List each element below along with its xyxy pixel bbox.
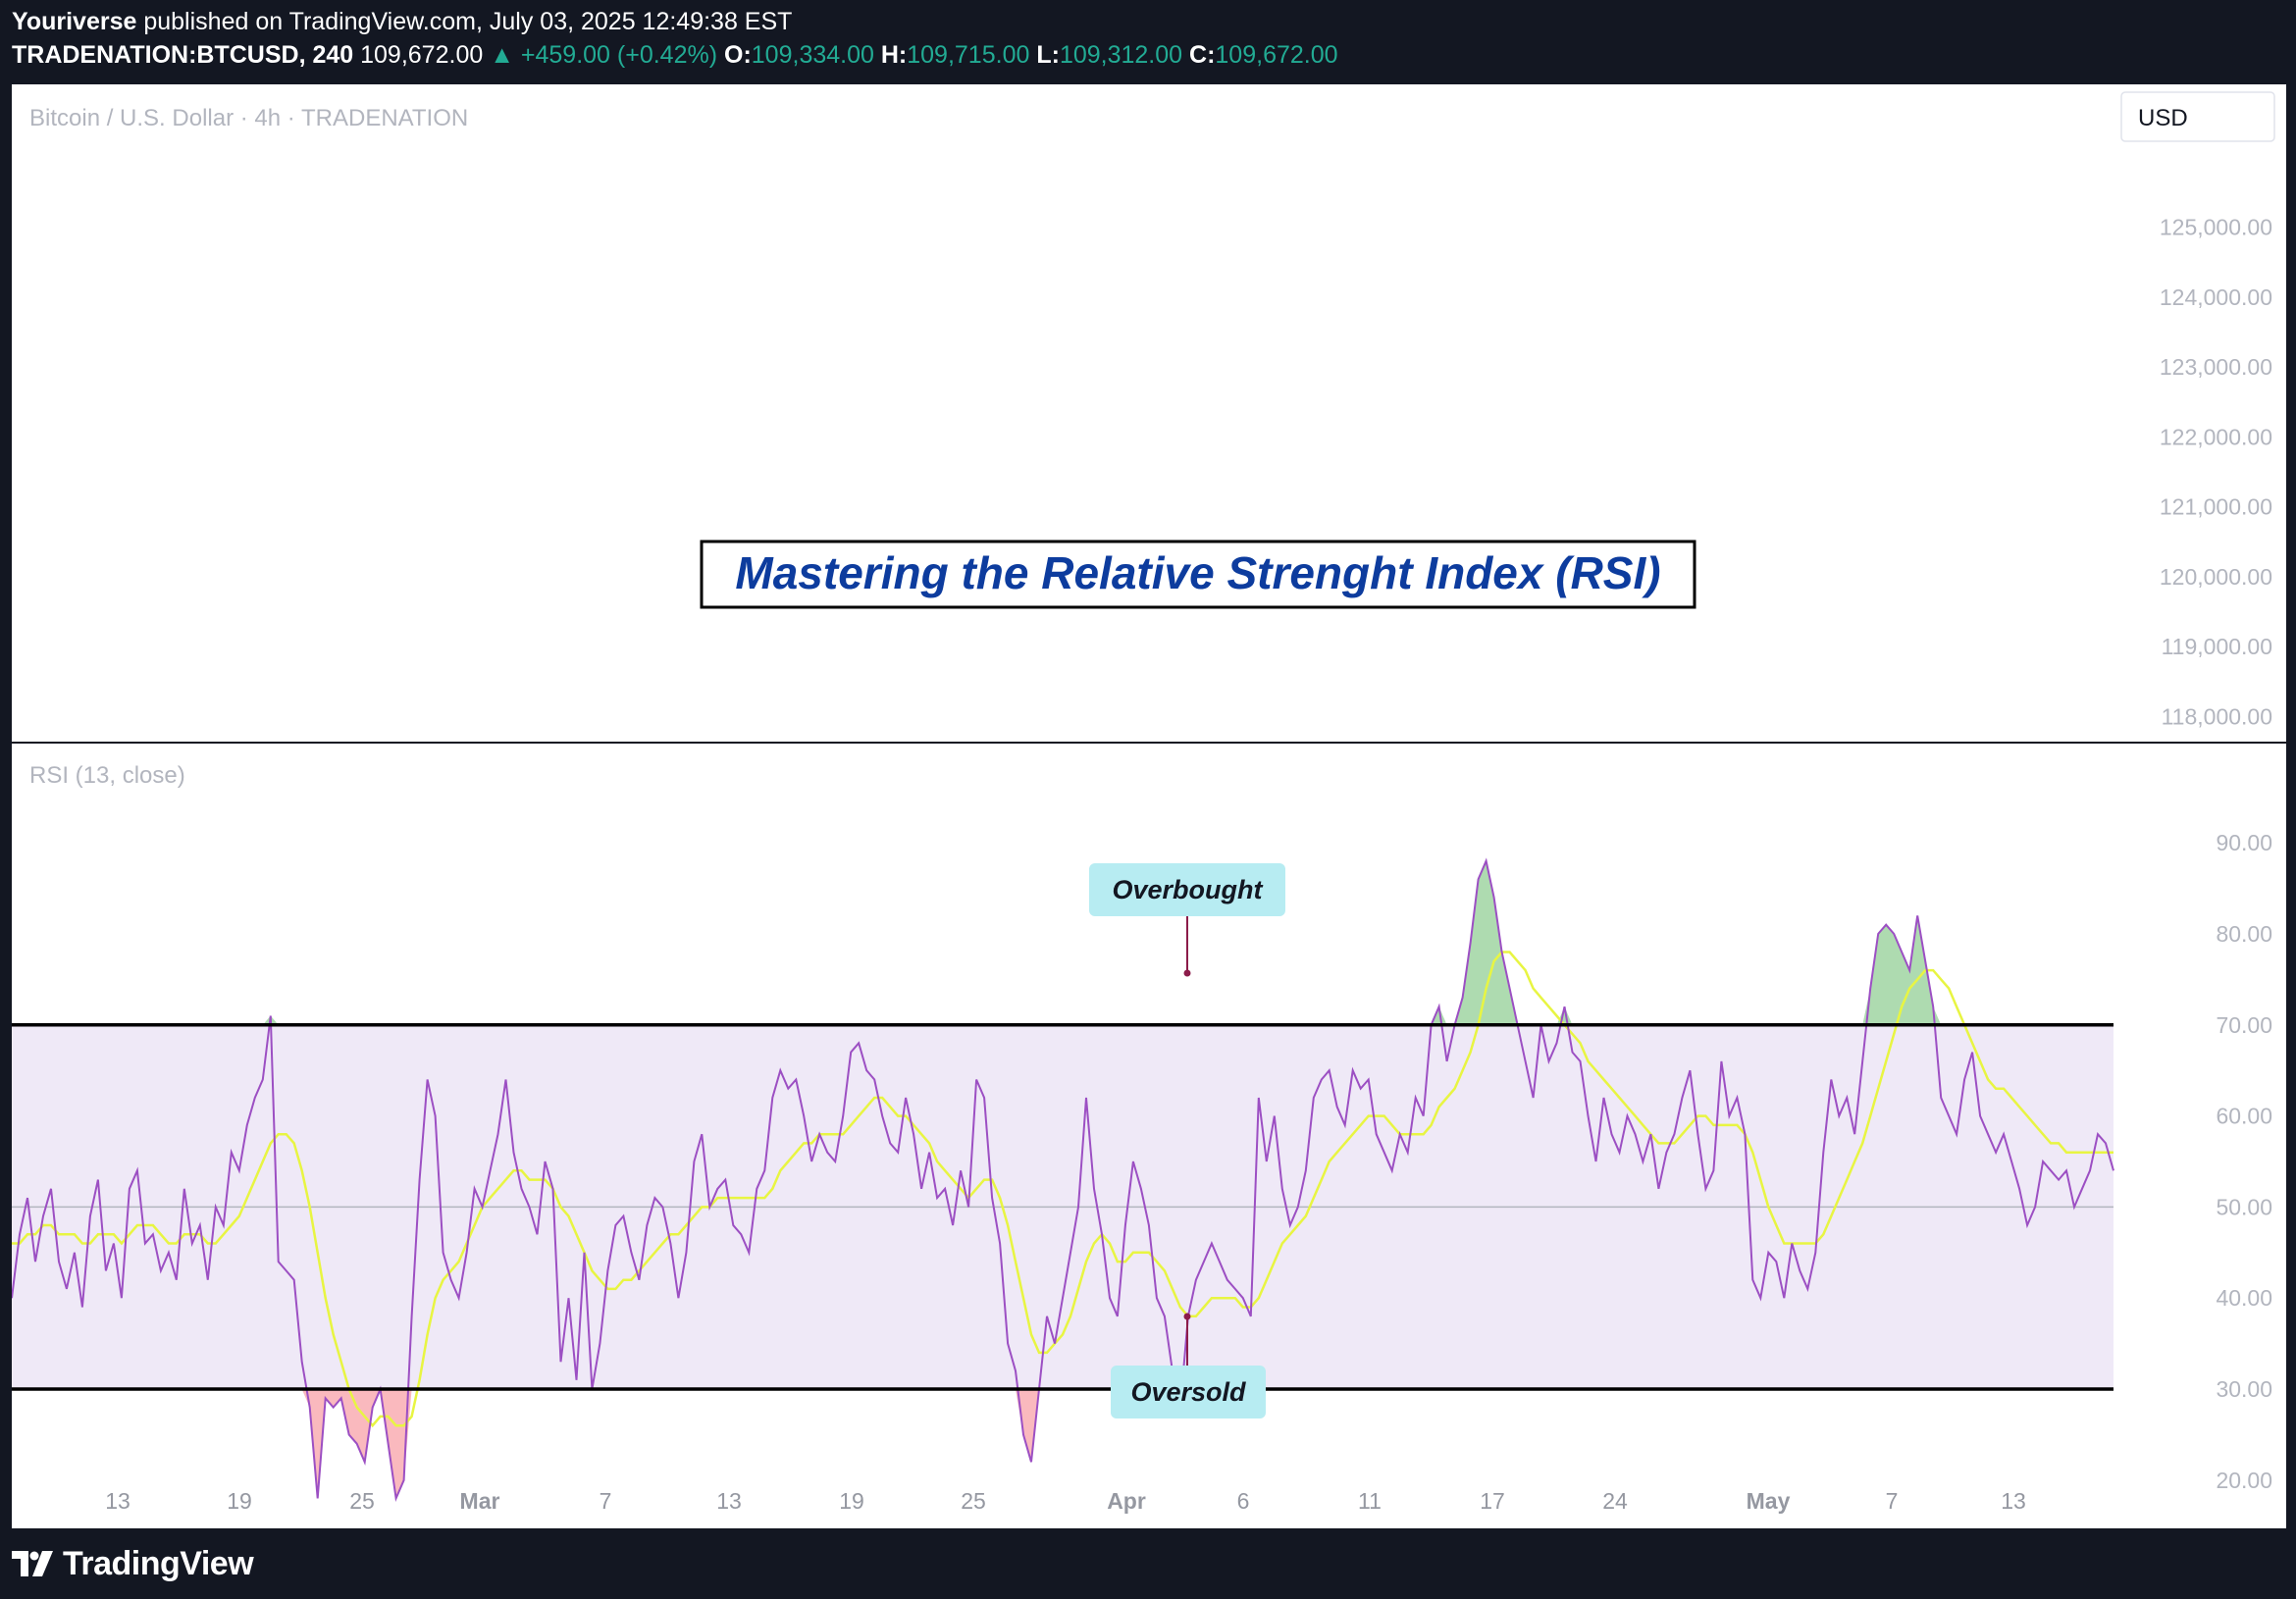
rsi-ma-line [12, 951, 2113, 1428]
footer [0, 1528, 2296, 1599]
symbol-info: TRADENATION:BTCUSD, 240 109,672.00 ▲ +45… [12, 41, 1338, 70]
time-tick-label: 19 [227, 1488, 252, 1514]
price-tick-label: 121,000.00 [2160, 494, 2272, 520]
time-tick-label: 25 [349, 1488, 375, 1514]
oversold-fill [301, 1389, 381, 1499]
oversold-anchor [1183, 1313, 1191, 1320]
rsi-tick-label: 40.00 [2216, 1285, 2272, 1311]
price-tick-label: 118,000.00 [2162, 703, 2272, 729]
overbought-label: Overbought [1113, 875, 1264, 904]
high-value: 109,715.00 [907, 41, 1030, 69]
tradingview-logo-icon [12, 1551, 53, 1576]
time-tick-label: 24 [1602, 1488, 1628, 1514]
chart-area[interactable]: Bitcoin / U.S. Dollar · 4h · TRADENATION… [11, 84, 2286, 1528]
rsi-tick-label: 80.00 [2216, 921, 2272, 947]
symbol-name: TRADENATION:BTCUSD, 240 [12, 41, 354, 69]
rsi-tick-label: 20.00 [2216, 1468, 2272, 1493]
overbought-anchor [1183, 969, 1191, 977]
time-tick-label: 13 [716, 1488, 742, 1514]
chart-canvas[interactable]: Bitcoin / U.S. Dollar · 4h · TRADENATION… [11, 84, 2286, 1528]
rsi-axis[interactable]: 90.00 80.00 70.00 60.00 50.00 40.00 30.00 20.00 [2216, 830, 2272, 1493]
time-tick-label: 13 [2001, 1488, 2026, 1514]
oversold-annotation[interactable]: Oversold [1111, 1313, 1266, 1419]
time-tick-label: 17 [1480, 1488, 1505, 1514]
currency-label: USD [2138, 105, 2188, 131]
time-tick-label: 6 [1237, 1488, 1250, 1514]
price-tick-label: 122,000.00 [2160, 424, 2272, 449]
time-tick-label: Mar [460, 1488, 500, 1514]
oversold-label-box [1111, 1366, 1266, 1418]
high-label: H: [880, 41, 908, 69]
oversold-label: Oversold [1130, 1377, 1246, 1407]
oversold-fill [1016, 1389, 1040, 1463]
time-tick-label: 25 [961, 1488, 986, 1514]
rsi-tick-label: 90.00 [2216, 830, 2272, 855]
overbought-label-box [1089, 863, 1285, 916]
open-label: O: [724, 41, 752, 69]
time-tick-label: 13 [105, 1488, 130, 1514]
price-change: ▲ +459.00 (+0.42%) [490, 41, 718, 69]
rsi-tick-label: 50.00 [2216, 1194, 2272, 1219]
rsi-tick-label: 60.00 [2216, 1104, 2272, 1129]
tradingview-brand: TradingView [63, 1544, 254, 1582]
time-tick-label: 19 [839, 1488, 864, 1514]
currency-button[interactable]: USD [2120, 91, 2275, 142]
price-tick-label: 125,000.00 [2160, 215, 2272, 240]
publish-header: Youriverse published on TradingView.com,… [0, 0, 2296, 84]
price-tick-label: 124,000.00 [2160, 284, 2272, 310]
price-tick-label: 123,000.00 [2160, 354, 2272, 380]
time-tick-label: 11 [1358, 1488, 1382, 1514]
rsi-tick-label: 30.00 [2216, 1376, 2272, 1402]
time-tick-label: Apr [1107, 1488, 1146, 1514]
price-tick-label: 119,000.00 [2162, 634, 2272, 659]
low-value: 109,312.00 [1059, 41, 1183, 69]
overbought-fill [1454, 860, 1518, 1025]
title-text: Mastering the Relative Strenght Index (R… [735, 547, 1660, 598]
publish-info: Youriverse published on TradingView.com,… [12, 8, 792, 36]
price-tick-label: 120,000.00 [2160, 564, 2272, 590]
time-tick-label: May [1747, 1488, 1791, 1514]
time-axis[interactable]: 13 19 25 Mar 7 13 19 25 Apr 6 11 17 24 May 7 13 [105, 1488, 2026, 1514]
overbought-fill [1431, 1006, 1447, 1025]
rsi-tick-label: 70.00 [2216, 1012, 2272, 1038]
main-pane-legend: Bitcoin / U.S. Dollar · 4h · TRADENATION [29, 105, 468, 131]
rsi-pane-legend: RSI (13, close) [29, 762, 185, 789]
tradingview-logo[interactable]: TradingView [12, 1544, 254, 1583]
price-axis[interactable]: 125,000.00 124,000.00 123,000.00 122,000.00… [2160, 215, 2272, 730]
close-label: C: [1189, 41, 1216, 69]
overbought-annotation[interactable]: Overbought [1089, 863, 1285, 977]
last-price: 109,672.00 [360, 41, 484, 69]
time-tick-label: 7 [1886, 1488, 1899, 1514]
title-box: Mastering the Relative Strenght Index (R… [700, 540, 1696, 609]
author-name[interactable]: Youriverse [12, 8, 137, 35]
open-value: 109,334.00 [751, 41, 874, 69]
rsi-line [11, 857, 2114, 1503]
time-tick-label: 7 [600, 1488, 612, 1514]
low-label: L: [1036, 41, 1060, 69]
publish-date: published on TradingView.com, July 03, 2… [143, 8, 793, 35]
close-value: 109,672.00 [1215, 41, 1338, 69]
